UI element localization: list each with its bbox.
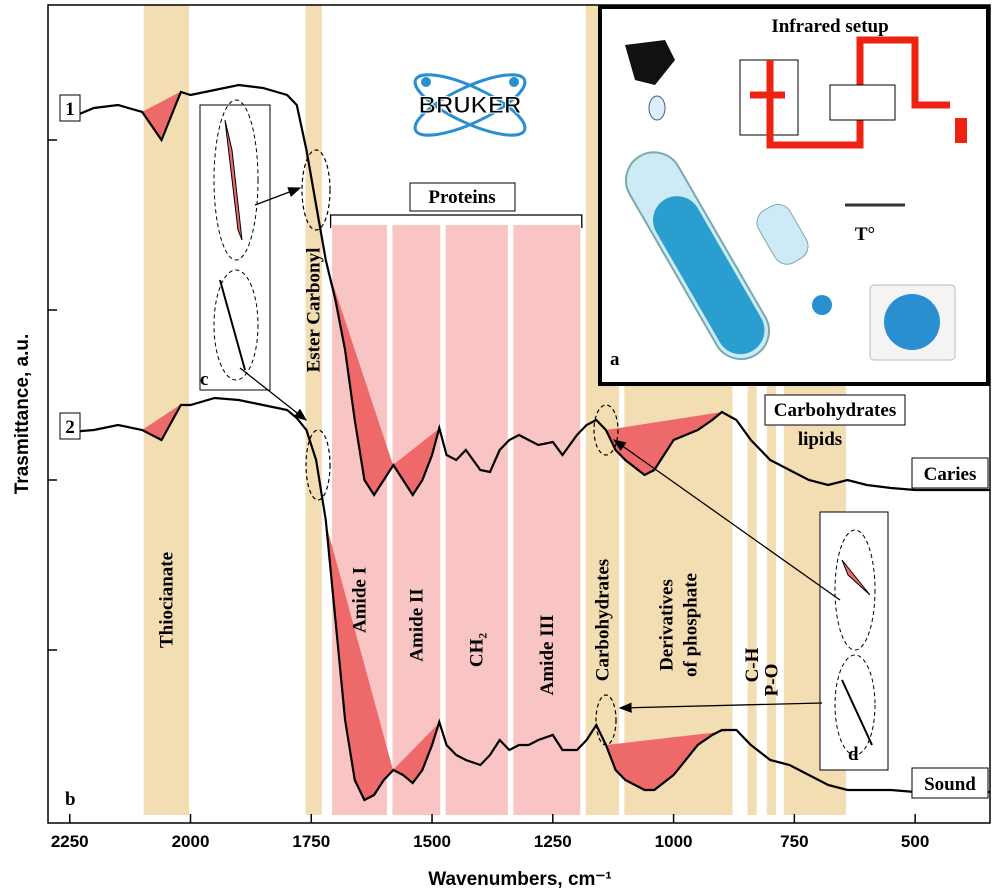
temperature-label: T° <box>855 224 875 245</box>
icon <box>884 294 940 350</box>
band <box>446 225 508 815</box>
band <box>513 225 580 815</box>
inset-a: Infrared setup T° a <box>600 7 988 384</box>
band-label: Amide III <box>537 615 558 696</box>
inset-box <box>820 512 888 770</box>
panel-label: a <box>610 349 620 370</box>
band-label: C-H <box>742 647 763 682</box>
zoom-inset-d <box>820 512 888 770</box>
y-axis-title: Trasmittance, a.u. <box>12 334 33 495</box>
band <box>392 225 440 815</box>
band <box>306 5 322 815</box>
series-number: 2 <box>65 417 75 438</box>
x-tick-label: 2000 <box>172 832 210 851</box>
top-label: Carbohydrates <box>774 400 896 421</box>
panel-label: b <box>65 789 76 810</box>
band-label: Amide I <box>350 567 371 633</box>
band-label: Ester Carbonyl <box>304 248 325 373</box>
x-tick-label: 2250 <box>51 832 89 851</box>
x-tick-label: 500 <box>901 832 929 851</box>
arrow <box>240 368 306 420</box>
panel-label: c <box>200 369 208 390</box>
band-label: Amide II <box>406 588 427 661</box>
x-tick-label: 750 <box>780 832 808 851</box>
band-label: P-O <box>761 664 782 697</box>
series-number: 1 <box>65 99 75 120</box>
inset-title: Infrared setup <box>771 16 888 37</box>
x-tick-label: 1000 <box>655 832 693 851</box>
x-tick-label: 1500 <box>413 832 451 851</box>
band-label: Thiocianate <box>156 552 177 648</box>
x-tick-label: 1250 <box>534 832 572 851</box>
band-label: Derivatives <box>656 579 677 671</box>
x-tick-label: 1750 <box>292 832 330 851</box>
logo: BRUKER <box>408 63 532 146</box>
x-axis-title: Wavenumbers, cm⁻¹ <box>428 869 612 890</box>
bracket-label: Proteins <box>428 187 495 208</box>
series-name: Caries <box>924 464 977 485</box>
icon <box>955 118 967 143</box>
panel-label: d <box>848 744 859 765</box>
band-label: Carbohydrates <box>592 559 613 681</box>
top-label: lipids <box>798 429 842 450</box>
inset-box <box>200 105 270 390</box>
band-label: of phosphate <box>680 573 701 677</box>
logo-text: BRUKER <box>419 92 522 119</box>
icon <box>812 295 832 315</box>
icon <box>830 85 895 120</box>
icon <box>649 96 665 120</box>
band-label: CH₂ <box>467 633 488 668</box>
figure: 2250 2000 1750 1500 1250 1000 750 500 BRUKER In… <box>0 0 993 893</box>
series-name: Sound <box>924 774 976 795</box>
zoom-inset-c <box>200 100 270 390</box>
